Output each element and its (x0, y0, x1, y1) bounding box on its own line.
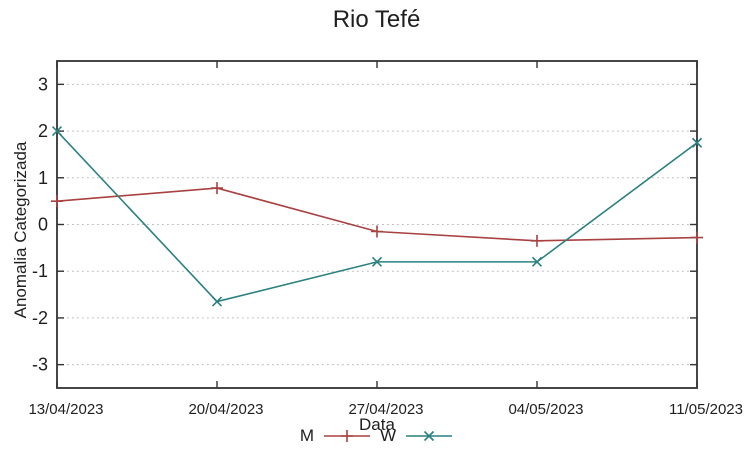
legend-sample-M (324, 430, 371, 442)
series-W-marker (531, 256, 543, 267)
series-M-marker (371, 225, 383, 238)
x-tick-label: 11/05/2023 (669, 401, 743, 418)
y-tick-label: -3 (32, 355, 48, 375)
y-tick-label: 2 (38, 121, 48, 141)
y-tick-label: 1 (38, 168, 48, 188)
series-W-marker (211, 296, 223, 307)
y-tick-label: -1 (32, 261, 48, 281)
legend-label-M: M (299, 426, 315, 445)
series-M-marker (531, 234, 543, 247)
series-W-line (56, 130, 698, 303)
series-M-marker (691, 231, 703, 244)
x-tick-label: 04/05/2023 (508, 401, 583, 418)
legend-sample-W (406, 430, 453, 442)
series-W-marker (51, 126, 63, 137)
y-tick-label: -2 (32, 308, 48, 328)
y-tick-label: 0 (38, 215, 48, 235)
x-axis-label: Data (359, 415, 395, 434)
x-tick-label: 13/04/2023 (28, 401, 103, 418)
series-M-marker (51, 195, 63, 208)
legend-label-W: W (380, 426, 397, 445)
series-M-marker (211, 182, 223, 195)
series-W-marker (371, 256, 383, 267)
y-tick-label: 3 (38, 74, 48, 94)
x-tick-label: 27/04/2023 (348, 401, 423, 418)
series-W-marker (691, 137, 703, 148)
x-tick-label: 20/04/2023 (188, 401, 263, 418)
chart-title: Rio Tefé (332, 6, 421, 33)
